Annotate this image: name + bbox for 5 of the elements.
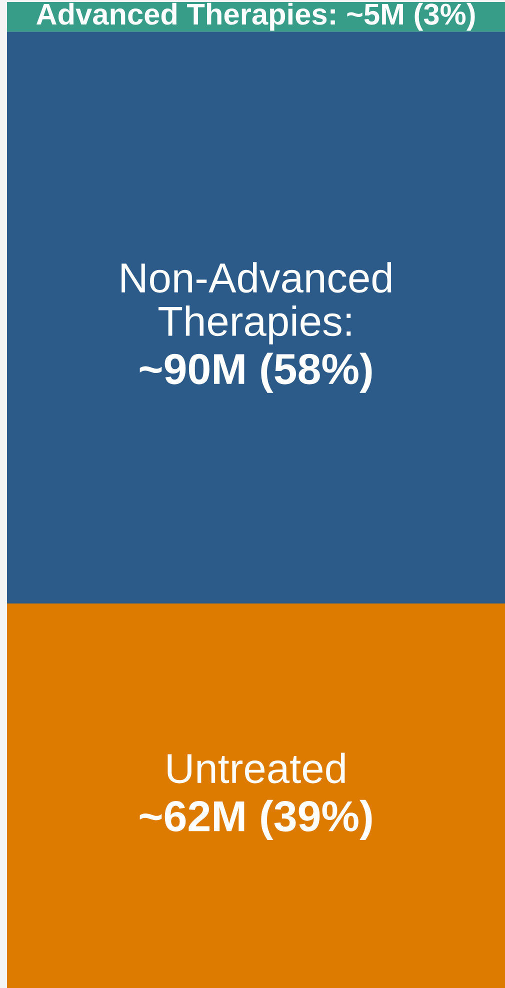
data-label: ~62M (39%) [140,800,372,840]
series-label: Untreated [168,752,345,784]
data-label: ~90M (58%) [140,352,372,393]
text: Advanced Therapies: ~5M (3%) [36,2,475,31]
series-label: Non-Advanced Therapies: [122,262,392,344]
